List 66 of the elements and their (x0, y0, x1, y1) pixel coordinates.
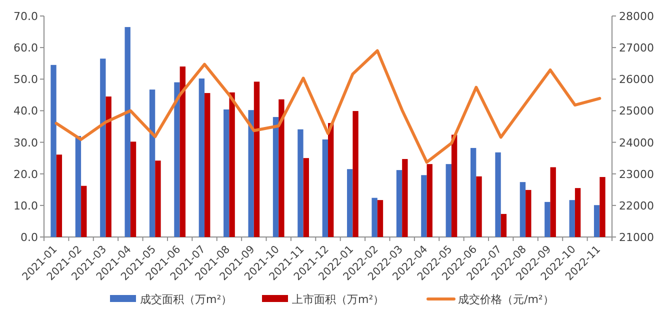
legend-label: 上市面积（万m²） (292, 293, 384, 306)
y2-tick-label: 21000 (619, 231, 654, 244)
bar (248, 110, 254, 237)
bar (322, 139, 328, 237)
bar (520, 182, 526, 237)
bar (402, 159, 408, 237)
bar (594, 205, 600, 237)
y-tick-label: 50.0 (14, 73, 38, 86)
y-tick-label: 0.0 (20, 231, 38, 244)
bar (426, 164, 432, 237)
bar (272, 117, 279, 237)
bar (254, 82, 260, 237)
bar (75, 136, 82, 237)
bar (124, 27, 130, 237)
bar (526, 190, 532, 237)
bar (229, 92, 235, 237)
bar (372, 198, 378, 237)
bar (446, 164, 452, 237)
bar (130, 142, 136, 237)
bar (180, 66, 186, 237)
bar (198, 78, 205, 237)
y-tick-label: 20.0 (14, 168, 38, 181)
bar (347, 169, 353, 237)
bar (100, 58, 106, 237)
bar (495, 152, 501, 237)
y2-tick-label: 28000 (619, 10, 654, 23)
bar (204, 93, 210, 237)
legend-label: 成交面积（万m²） (140, 293, 232, 306)
y2-tick-label: 24000 (619, 136, 654, 150)
y2-tick-label: 23000 (619, 168, 654, 181)
bar (470, 148, 476, 237)
y-tick-label: 40.0 (14, 104, 38, 118)
bar (174, 82, 180, 237)
y2-tick-label: 27000 (619, 42, 654, 55)
bar (149, 90, 156, 237)
bar (574, 188, 581, 237)
bar (544, 202, 550, 237)
bar (303, 158, 309, 237)
y2-tick-label: 22000 (619, 199, 654, 212)
bar (106, 96, 112, 237)
y-tick-label: 70.0 (14, 10, 38, 23)
y2-tick-label: 25000 (619, 104, 654, 118)
bar (396, 170, 402, 237)
bar (550, 167, 556, 237)
bar (377, 200, 384, 237)
y-tick-label: 60.0 (14, 42, 38, 55)
bar (224, 109, 230, 237)
bar (50, 64, 56, 237)
line-series (54, 49, 602, 164)
legend-label: 成交价格（元/m²） (458, 293, 554, 306)
bar (500, 214, 507, 237)
bar (352, 111, 358, 237)
bar (155, 160, 161, 237)
bar (600, 177, 606, 237)
y-tick-label: 30.0 (14, 136, 38, 150)
bar (421, 175, 427, 237)
bar (81, 186, 87, 237)
bar (328, 123, 334, 237)
bar (298, 129, 304, 237)
bar (278, 99, 284, 237)
bar (569, 200, 575, 237)
bar (56, 154, 62, 237)
bar (451, 134, 458, 237)
bar (476, 176, 482, 237)
y-tick-label: 10.0 (14, 199, 38, 212)
y2-tick-label: 26000 (619, 73, 654, 86)
